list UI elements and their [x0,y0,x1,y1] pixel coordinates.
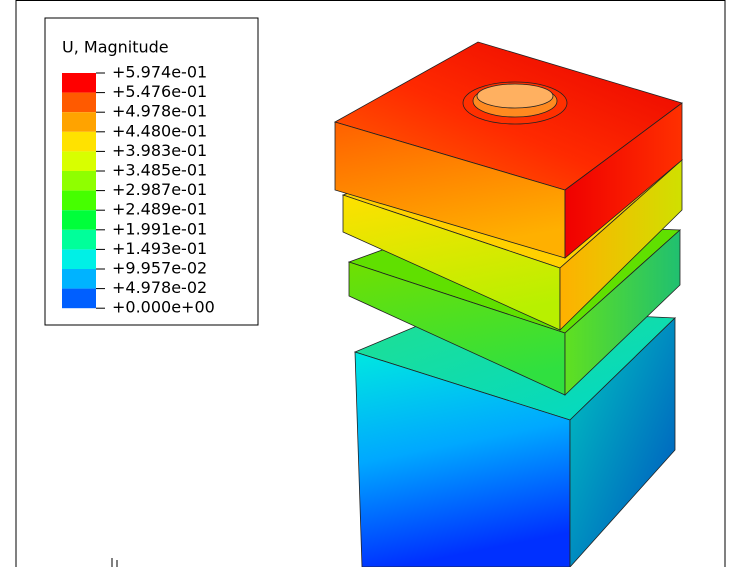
legend-label: +4.978e-01 [112,102,207,121]
legend-title: U, Magnitude [62,38,169,57]
legend-label: +3.983e-01 [112,141,207,160]
page: U, Magnitude +5.974e-01+5.476e-01+4.978e… [0,0,732,567]
legend-label: +2.987e-01 [112,180,207,199]
legend-band [62,269,96,289]
legend-label: +5.974e-01 [112,63,207,82]
legend-label: +9.957e-02 [112,259,207,278]
legend-band [62,93,96,113]
legend-label: +2.489e-01 [112,200,207,219]
legend-label: +5.476e-01 [112,82,207,101]
legend-band [62,191,96,211]
triad [112,558,117,567]
legend-label: +4.978e-02 [112,278,207,297]
legend-band [62,73,96,93]
legend-band [62,171,96,191]
model [335,42,682,567]
viewport: U, Magnitude +5.974e-01+5.476e-01+4.978e… [0,0,732,567]
legend-band [62,210,96,230]
legend-band [62,249,96,269]
legend-label: +3.485e-01 [112,161,207,180]
legend: U, Magnitude +5.974e-01+5.476e-01+4.978e… [45,18,258,325]
legend-label: +0.000e+00 [112,298,215,317]
legend-label: +1.493e-01 [112,239,207,258]
legend-label: +1.991e-01 [112,219,207,238]
legend-label: +4.480e-01 [112,121,207,140]
legend-band [62,151,96,171]
hole-inner [477,84,553,108]
legend-band [62,132,96,152]
legend-band [62,289,96,309]
legend-band [62,112,96,132]
legend-band [62,230,96,250]
